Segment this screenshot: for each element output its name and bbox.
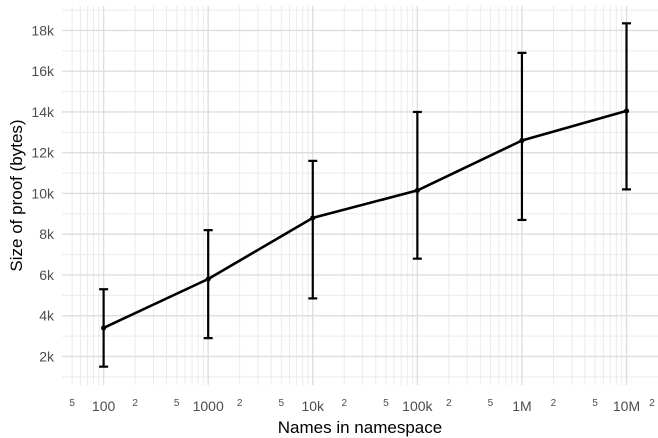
series-line: [103, 109, 627, 330]
data-points: [101, 108, 630, 331]
y-axis-title: Size of proof (bytes): [7, 119, 26, 271]
x-minor-tick-label: 2: [649, 398, 655, 409]
y-tick-label: 8k: [39, 226, 55, 242]
x-minor-tick-label: 2: [551, 398, 557, 409]
x-minor-tick-label: 2: [341, 398, 347, 409]
y-tick-label: 2k: [39, 348, 55, 364]
minor-gridlines: [62, 6, 658, 385]
x-tick-label: 1000: [193, 398, 224, 414]
y-tick-label: 14k: [31, 104, 55, 120]
error-bars: [99, 22, 632, 368]
y-tick-label: 18k: [31, 22, 55, 38]
data-point: [205, 276, 211, 282]
y-tick-label: 4k: [39, 308, 55, 324]
y-tick-label: 12k: [31, 145, 55, 161]
x-minor-tick-label: 5: [592, 398, 598, 409]
data-point: [101, 325, 107, 331]
data-point: [414, 187, 420, 194]
x-minor-tick-label: 5: [174, 398, 180, 409]
x-minor-tick-label: 2: [132, 398, 138, 409]
data-point: [310, 215, 316, 221]
x-tick-label: 100k: [402, 398, 433, 414]
x-minor-tick-label: 2: [237, 398, 243, 409]
x-tick-label: 100: [92, 398, 116, 414]
major-gridlines: [62, 6, 658, 385]
x-tick-label: 1M: [512, 398, 531, 414]
y-tick-labels: 2k 4k 6k 8k 10k 12k 14k 16k 18k: [31, 22, 55, 364]
x-minor-tick-label: 5: [279, 398, 285, 409]
data-point: [623, 108, 630, 114]
x-minor-tick-label: 5: [69, 398, 75, 409]
y-tick-label: 16k: [31, 63, 55, 79]
y-tick-label: 10k: [31, 185, 55, 201]
x-axis-title: Names in namespace: [278, 418, 442, 437]
x-minor-tick-labels: 5 2 5 2 5 2 5 2 5 2 5 2: [69, 398, 655, 409]
x-tick-labels: 100 1000 10k 100k 1M 10M: [92, 398, 640, 414]
x-minor-tick-label: 5: [488, 398, 494, 409]
y-tick-label: 6k: [39, 267, 55, 283]
x-tick-label: 10k: [301, 398, 325, 414]
x-minor-tick-label: 5: [383, 398, 389, 409]
x-minor-tick-label: 2: [446, 398, 452, 409]
data-point: [519, 137, 525, 144]
x-tick-label: 10M: [613, 398, 640, 414]
